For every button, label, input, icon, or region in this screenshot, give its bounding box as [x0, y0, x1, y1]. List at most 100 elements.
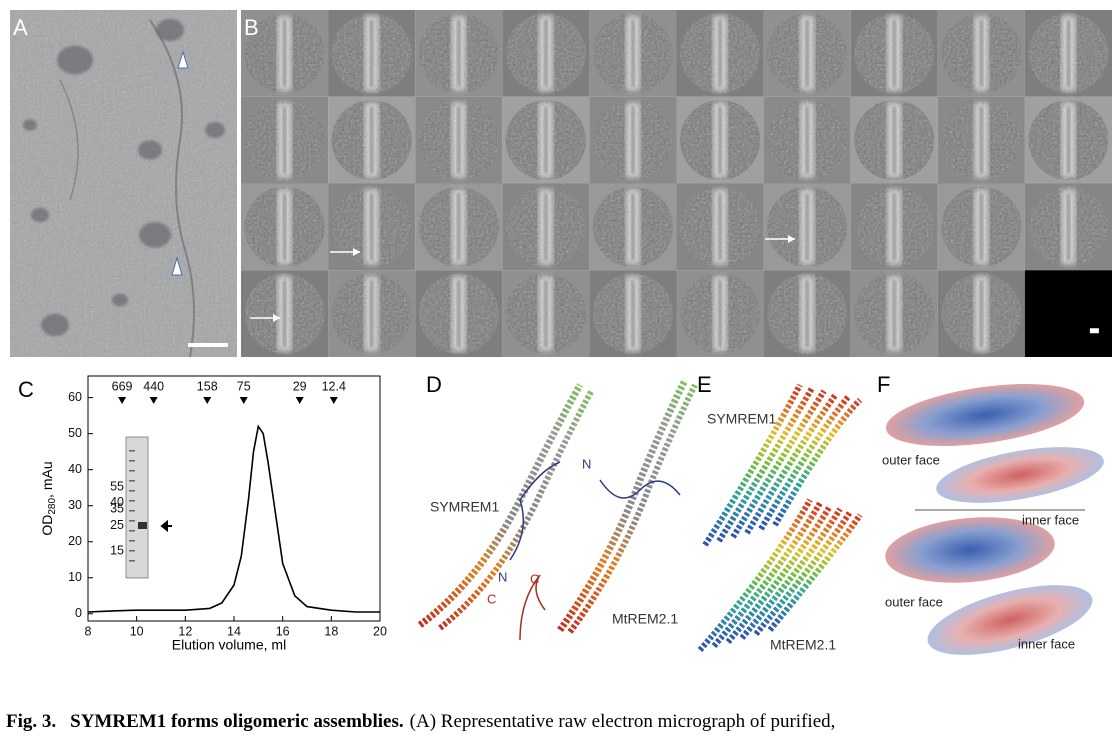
- tile-core: [892, 193, 897, 261]
- size-marker: [118, 397, 127, 404]
- size-marker: [329, 397, 338, 404]
- class-average: [328, 10, 416, 97]
- tile-core: [630, 20, 635, 87]
- x-tick-label: 20: [373, 624, 387, 638]
- loop: [519, 574, 546, 641]
- class-average: [850, 10, 938, 97]
- helix: [744, 392, 839, 535]
- size-marker: [203, 397, 212, 404]
- surface: [927, 585, 1093, 655]
- panel-label: F: [877, 372, 890, 397]
- scale-bar: [188, 343, 228, 347]
- tile-core: [282, 20, 287, 87]
- panel-label: E: [697, 372, 712, 397]
- gel: [125, 436, 149, 579]
- tile-core: [979, 106, 984, 174]
- arrow-head: [273, 314, 280, 322]
- tile-core: [543, 193, 548, 261]
- elution-curve: [87, 424, 380, 613]
- size-marker-label: 669: [112, 379, 133, 393]
- surface: [885, 383, 1085, 447]
- tile-core: [456, 106, 461, 174]
- tile-core: [805, 280, 810, 347]
- tile-core: [718, 106, 723, 174]
- tile-core: [369, 280, 374, 347]
- size-marker-label: 75: [237, 379, 251, 393]
- class-average: [328, 270, 416, 357]
- y-tick-label: 10: [68, 570, 82, 584]
- structure-name: MtREM2.1: [770, 637, 836, 653]
- class-average: [589, 96, 677, 184]
- terminus-c: C: [487, 591, 496, 606]
- tile-core: [282, 106, 287, 174]
- helix: [711, 501, 823, 648]
- gel-ladder-band: [129, 520, 135, 522]
- scale-bar: [1089, 328, 1099, 334]
- caption: Fig. 3. SYMREM1 forms oligomeric assembli…: [6, 711, 835, 732]
- tile-core: [456, 280, 461, 347]
- helix: [753, 510, 853, 636]
- tile-core: [543, 20, 548, 87]
- class-average: [937, 270, 1025, 357]
- x-tick-label: 12: [178, 624, 192, 638]
- panel-label: D: [426, 372, 442, 397]
- arrowhead: [171, 256, 183, 276]
- gel-ladder-band: [129, 480, 135, 482]
- class-average: [1024, 183, 1112, 271]
- arrow-head: [788, 235, 795, 243]
- caption-label: Fig. 3.: [6, 711, 56, 732]
- y-tick-label: 20: [68, 534, 82, 548]
- y-tick-label: 0: [75, 606, 82, 620]
- surface: [885, 517, 1055, 583]
- tile-core: [456, 193, 461, 261]
- class-average: [328, 96, 416, 184]
- class-average: [502, 10, 590, 97]
- surface: [936, 447, 1104, 503]
- size-marker: [239, 397, 248, 404]
- loop: [599, 479, 681, 499]
- class-average: [850, 96, 938, 184]
- gel-ladder-band: [129, 510, 135, 512]
- tile-core: [1066, 20, 1071, 87]
- panel-label: A: [13, 15, 28, 40]
- gel-ladder-band: [129, 530, 135, 532]
- x-tick-label: 16: [276, 624, 290, 638]
- size-marker-label: 12.4: [322, 379, 346, 393]
- surface-label: outer face: [885, 594, 943, 609]
- y-axis-label-unit: , mAu: [39, 461, 55, 498]
- gel-ladder-band: [129, 500, 135, 502]
- tile-core: [892, 106, 897, 174]
- helix: [725, 504, 833, 644]
- class-average: [589, 10, 677, 97]
- class-average: [763, 270, 851, 357]
- x-tick-label: 18: [324, 624, 338, 638]
- helix: [557, 378, 689, 633]
- class-average: [676, 96, 764, 184]
- particle: [156, 18, 184, 42]
- tile-core: [1066, 106, 1071, 174]
- surface-label: inner face: [1018, 636, 1075, 651]
- gel-ladder-band: [129, 490, 135, 492]
- filament: [59, 79, 79, 201]
- class-average: [241, 96, 329, 184]
- gel-ladder-band: [129, 560, 135, 562]
- class-average: [763, 10, 851, 97]
- gel-ladder-label: 35: [110, 502, 124, 516]
- class-average: [763, 96, 851, 184]
- helix: [567, 383, 698, 634]
- caption-title: SYMREM1 forms oligomeric assemblies.: [70, 711, 404, 732]
- helix: [702, 383, 803, 547]
- tile-core: [630, 280, 635, 347]
- class-average: [589, 183, 677, 271]
- class-average: [502, 183, 590, 271]
- gel-ladder-band: [129, 450, 135, 452]
- tile-core: [543, 280, 548, 347]
- class-average: [937, 10, 1025, 97]
- class-average: [763, 183, 851, 271]
- particle: [57, 45, 93, 75]
- y-tick-label: 40: [68, 462, 82, 476]
- helix: [767, 513, 863, 632]
- helix: [772, 397, 863, 527]
- particle: [23, 119, 37, 131]
- tile-core: [805, 193, 810, 261]
